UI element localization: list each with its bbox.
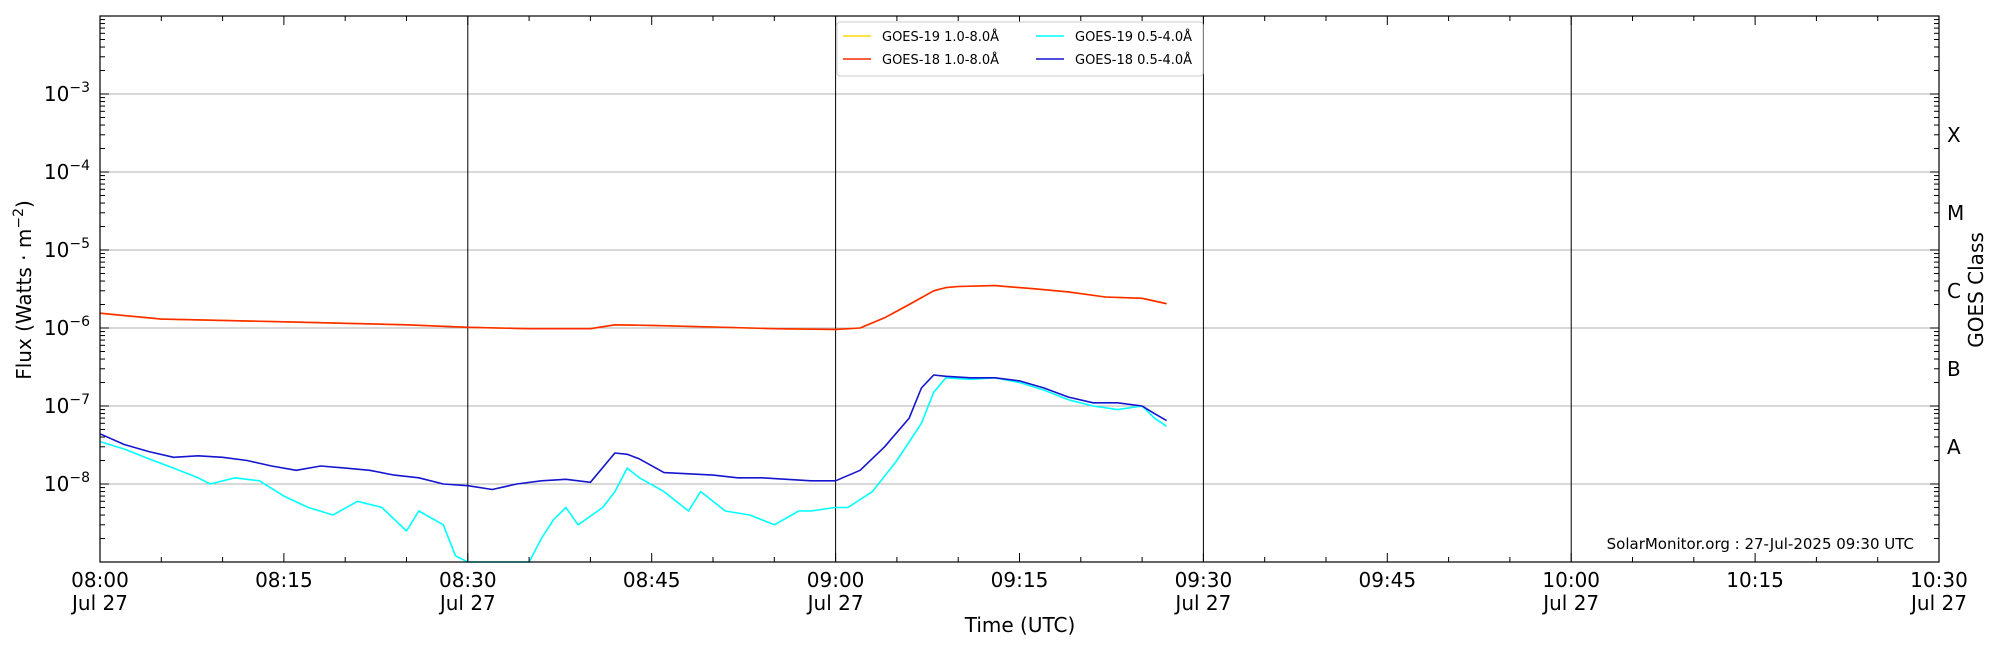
x-tick-date-label: Jul 27 bbox=[806, 591, 864, 615]
x-tick-date-label: Jul 27 bbox=[1909, 591, 1967, 615]
y-tick-label: 10−4 bbox=[44, 158, 90, 184]
right-axis-title: GOES Class bbox=[1964, 232, 1988, 348]
x-tick-date-label: Jul 27 bbox=[70, 591, 128, 615]
x-tick-date-label: Jul 27 bbox=[1541, 591, 1599, 615]
legend-box bbox=[836, 21, 1204, 77]
y-tick-label: 10−5 bbox=[44, 236, 90, 262]
x-tick-label: 08:45 bbox=[623, 568, 681, 592]
legend-entry: GOES-19 0.5-4.0Å bbox=[1075, 29, 1192, 45]
x-axis-title: Time (UTC) bbox=[964, 613, 1076, 637]
x-tick-label: 10:30 bbox=[1910, 568, 1968, 592]
plot-frame bbox=[99, 15, 1940, 563]
credit-text: SolarMonitor.org : 27-Jul-2025 09:30 UTC bbox=[1607, 535, 1914, 553]
goes-class-labels: A B C M X bbox=[1947, 123, 1964, 459]
goes-class-label: M bbox=[1947, 201, 1964, 225]
x-tick-label: 09:15 bbox=[991, 568, 1049, 592]
series-line bbox=[99, 284, 1167, 331]
x-tick-label: 08:00 bbox=[71, 568, 129, 592]
x-tick-date-label: Jul 27 bbox=[1173, 591, 1231, 615]
y-tick-label: 10−3 bbox=[44, 80, 90, 106]
goes-class-label: A bbox=[1947, 435, 1961, 459]
legend-entry: GOES-18 1.0-8.0Å bbox=[882, 52, 999, 68]
x-tick-date-label: Jul 27 bbox=[438, 591, 496, 615]
series-line bbox=[99, 284, 1167, 331]
grid-lines bbox=[100, 93, 1939, 485]
x-tick-label: 09:00 bbox=[807, 568, 865, 592]
y-tick-label: 10−8 bbox=[44, 470, 90, 496]
x-tick-label: 09:30 bbox=[1175, 568, 1233, 592]
y-axis-title: Flux (Watts · m−2) bbox=[11, 200, 36, 380]
x-tick-label: 08:15 bbox=[255, 568, 313, 592]
goes-class-label: C bbox=[1947, 279, 1961, 303]
series-group bbox=[99, 284, 1168, 563]
goes-class-label: B bbox=[1947, 357, 1961, 381]
y-tick-label: 10−6 bbox=[44, 314, 90, 340]
legend-entry: GOES-18 0.5-4.0Å bbox=[1075, 52, 1192, 68]
goes-class-label: X bbox=[1947, 123, 1961, 147]
axis-ticks bbox=[99, 15, 1940, 563]
x-tick-label: 09:45 bbox=[1358, 568, 1416, 592]
legend-entry: GOES-19 1.0-8.0Å bbox=[882, 29, 999, 45]
x-tick-label: 10:15 bbox=[1726, 568, 1784, 592]
y-tick-labels: 10−8 10−7 10−6 10−5 10−4 10−3 bbox=[44, 80, 90, 496]
y-tick-label: 10−7 bbox=[44, 392, 90, 418]
x-tick-label: 08:30 bbox=[439, 568, 497, 592]
series-line bbox=[99, 374, 1167, 491]
x-tick-label: 10:00 bbox=[1542, 568, 1600, 592]
series-line bbox=[99, 376, 1168, 563]
legend: GOES-19 1.0-8.0Å GOES-18 1.0-8.0Å GOES-19 … bbox=[836, 21, 1204, 77]
